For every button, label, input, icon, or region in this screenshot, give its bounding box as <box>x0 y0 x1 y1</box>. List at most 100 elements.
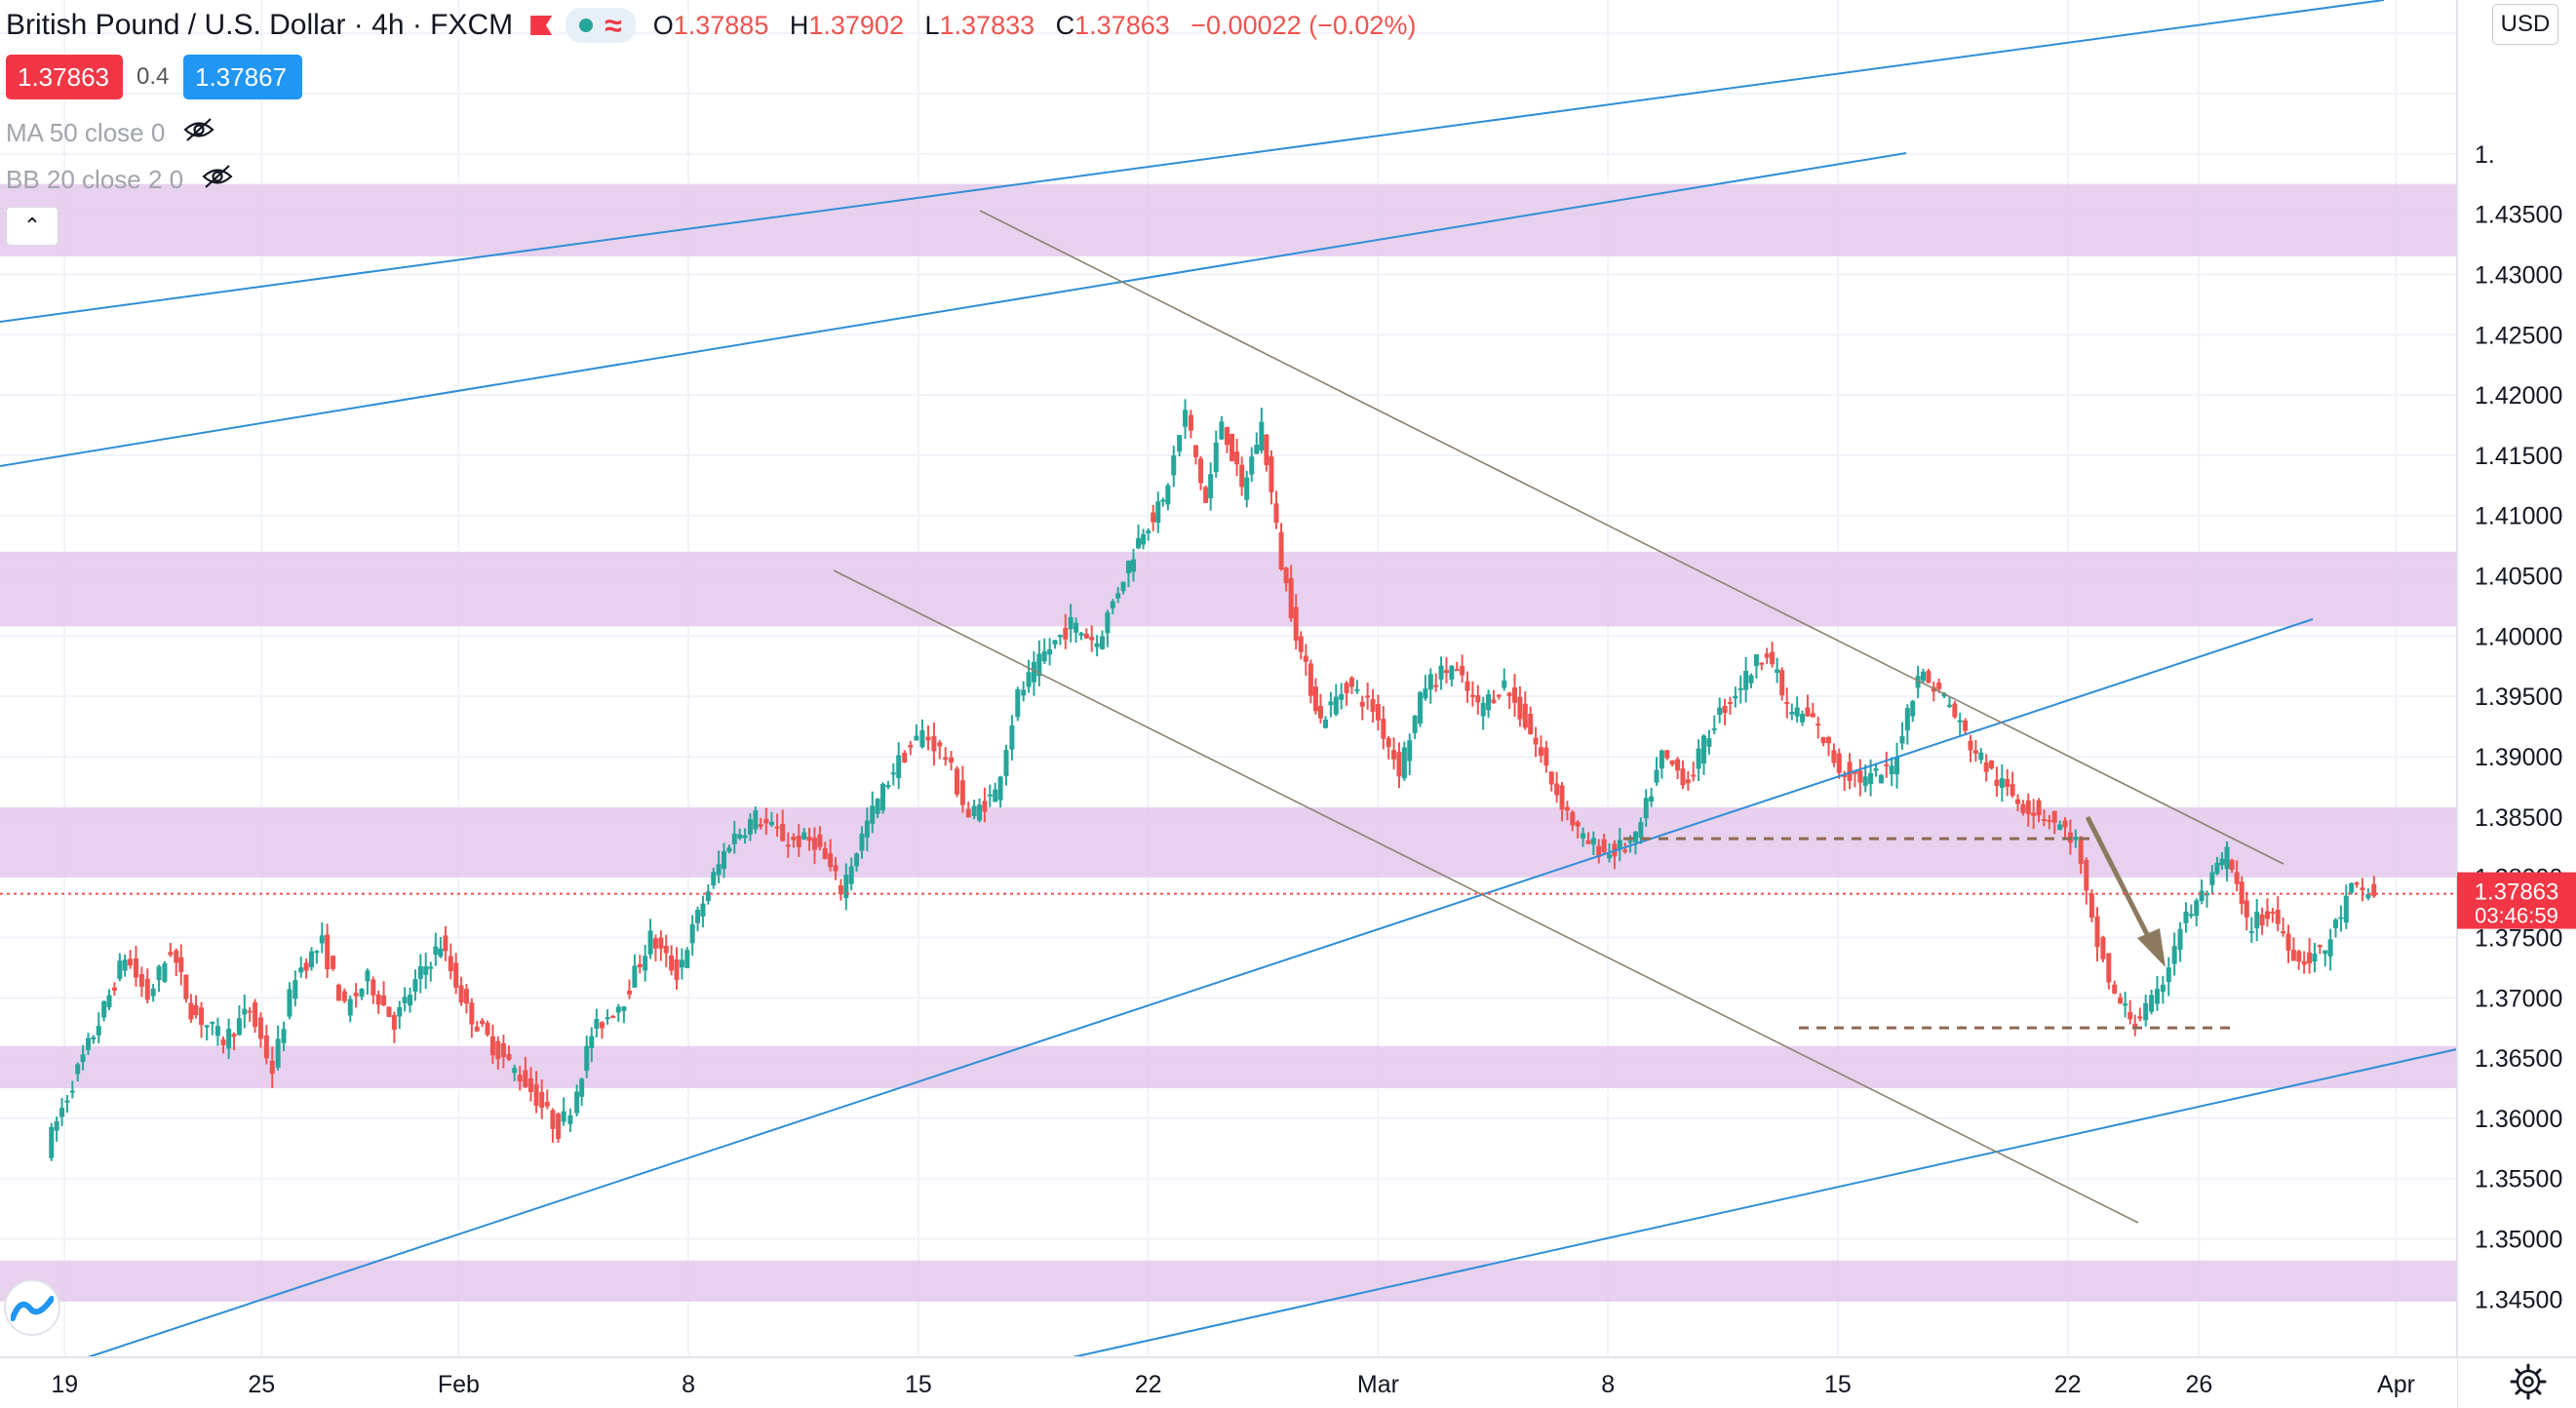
candle-body <box>2285 933 2291 951</box>
x-tick-labels: 1925Feb81522Mar8152226Apr12 <box>51 1371 2415 1398</box>
sr-zone <box>0 1045 2457 1088</box>
y-tick-label: 1.35000 <box>2475 1227 2562 1254</box>
y-tick-label: 1.35500 <box>2475 1166 2562 1193</box>
eye-hidden-icon[interactable] <box>201 164 234 196</box>
candle <box>122 954 128 977</box>
candle <box>402 987 408 1012</box>
candle-body <box>1141 533 1147 545</box>
candle-body <box>1759 662 1765 665</box>
candle-body <box>2106 953 2112 983</box>
indicator-ma[interactable]: MA 50 close 0 <box>6 113 215 152</box>
candle-body <box>128 958 134 966</box>
collapse-legend-button[interactable]: ⌃ <box>6 207 59 246</box>
candle <box>2088 888 2094 922</box>
candle-body <box>627 990 633 995</box>
candle-body <box>523 1070 528 1087</box>
candle-body <box>1789 712 1795 715</box>
x-tick-label: Mar <box>1357 1371 1399 1398</box>
candle-body <box>1412 715 1418 733</box>
candle <box>567 1108 573 1133</box>
candle-body <box>1041 650 1047 662</box>
candle <box>965 802 971 818</box>
candle <box>2259 907 2265 935</box>
y-tick-label: 1.39500 <box>2475 684 2562 711</box>
candle <box>303 958 309 979</box>
market-open-dot-icon <box>579 19 594 32</box>
candle-body <box>1354 688 1360 691</box>
candle-body <box>615 1006 621 1013</box>
candle <box>1469 681 1475 707</box>
eye-hidden-icon[interactable] <box>182 117 215 149</box>
candle <box>544 1089 550 1110</box>
candle-body <box>1921 671 1927 682</box>
candle <box>1365 682 1371 710</box>
candle <box>1590 831 1596 856</box>
candle-body <box>2094 916 2100 948</box>
market-status-pill[interactable]: ≈ <box>566 8 636 43</box>
currency-button[interactable]: USD <box>2492 4 2558 45</box>
candle <box>1031 650 1036 696</box>
candle-body <box>1234 451 1240 465</box>
candle-body <box>567 1115 573 1124</box>
candle <box>880 782 886 814</box>
flag-icon[interactable] <box>530 16 553 35</box>
candle-body <box>768 821 774 826</box>
sell-button[interactable]: 1.37863 <box>6 55 123 99</box>
candle <box>1259 408 1265 454</box>
candle <box>1323 716 1329 729</box>
candle <box>2327 928 2333 971</box>
candle-body <box>2322 950 2328 955</box>
candle-body <box>412 979 418 992</box>
candle <box>1213 430 1219 478</box>
candle-body <box>1596 845 1602 857</box>
candle-body <box>2296 951 2302 962</box>
candle-body <box>1706 738 1712 747</box>
symbol-title[interactable]: British Pound / U.S. Dollar · 4h · FXCM <box>6 9 514 41</box>
candle <box>711 867 717 889</box>
bar-countdown: 03:46:59 <box>2475 904 2558 928</box>
candle-body <box>49 1126 55 1158</box>
candle-body <box>1015 689 1021 718</box>
x-tick-label: 26 <box>2186 1371 2213 1398</box>
candle-body <box>1764 653 1770 658</box>
indicator-bb[interactable]: BB 20 close 2 0 <box>6 160 234 199</box>
candle-body <box>848 866 854 884</box>
candle-body <box>896 755 902 778</box>
tradingview-logo[interactable] <box>4 1279 60 1336</box>
candle-body <box>397 1006 403 1017</box>
candle-body <box>1183 410 1189 427</box>
candle-body <box>1884 763 1890 766</box>
candle-body <box>144 978 150 1000</box>
candle <box>453 953 459 995</box>
candle-body <box>417 965 423 979</box>
candle-body <box>1957 720 1963 723</box>
candle <box>2354 880 2360 888</box>
candle <box>1899 722 1905 750</box>
candle <box>2296 949 2302 970</box>
candle-body <box>1643 798 1649 819</box>
candle-body <box>215 1026 220 1036</box>
candle <box>2025 793 2031 827</box>
candle <box>937 739 943 760</box>
candle-body <box>610 1015 616 1018</box>
candle-body <box>199 1007 205 1026</box>
candle-body <box>365 970 371 982</box>
candle-body <box>1192 445 1198 457</box>
candle-body <box>220 1039 226 1046</box>
candle <box>275 1025 281 1071</box>
buy-button[interactable]: 1.37867 <box>183 55 302 99</box>
candle <box>417 954 423 994</box>
y-tick-label: 1.37500 <box>2475 924 2562 952</box>
candle <box>539 1079 545 1119</box>
candle <box>2301 951 2307 974</box>
candle-body <box>1868 772 1874 785</box>
candle-body <box>1842 774 1848 777</box>
candle <box>247 1006 253 1023</box>
candle-body <box>2317 945 2322 948</box>
candle <box>91 1035 97 1044</box>
candle <box>1554 771 1560 803</box>
gear-icon[interactable] <box>2508 1361 2549 1402</box>
candle-body <box>1779 670 1785 696</box>
candle <box>263 1025 269 1065</box>
